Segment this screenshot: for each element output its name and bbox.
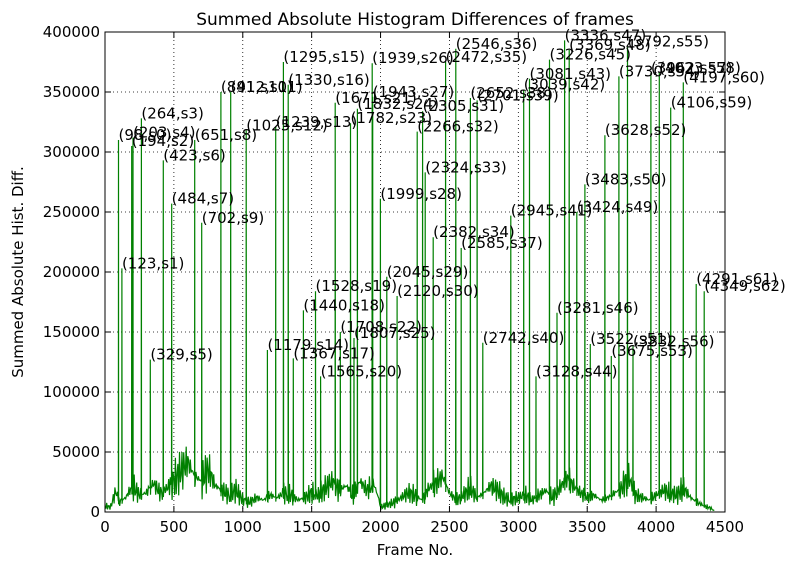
peak-label: (484,s7) [172,190,234,208]
peak-label: (3483,s50) [585,170,667,188]
x-tick-label: 1500 [293,518,331,536]
peak-label: (1832,s24) [357,95,439,113]
y-axis-label: Summed Absolute Hist. Diff. [9,166,27,378]
peak-label: (1528,s19) [316,277,398,295]
y-tick-label: 150000 [43,323,100,341]
series-line [104,40,715,512]
peak-label: (4291,s61) [696,270,778,288]
x-tick-label: 3500 [568,518,606,536]
peak-label: (3226,s45) [549,46,631,64]
x-tick-label: 500 [160,518,189,536]
peak-label: (2546,s36) [456,35,538,53]
y-tick-label: 0 [90,503,100,521]
peak-label: (4106,s59) [671,94,753,112]
peak-label: (2701,s39) [477,86,559,104]
peak-label: (423,s6) [163,146,225,164]
peak-label: (1367,s17) [293,344,375,362]
x-tick-label: 0 [100,518,110,536]
peak-label: (1025,s12) [246,116,328,134]
y-tick-label: 200000 [43,263,100,281]
peak-label: (98,s0) [119,126,172,144]
peak-label: (2120,s30) [397,282,479,300]
x-axis-label: Frame No. [377,541,453,559]
x-tick-label: 3000 [499,518,537,536]
peak-label: (4197,s60) [683,68,765,86]
peak-label: (702,s9) [202,209,264,227]
peak-label: (2382,s34) [433,223,515,241]
peak-label: (2045,s29) [387,263,469,281]
y-tick-label: 50000 [52,443,100,461]
peak-label: (3628,s52) [605,121,687,139]
peak-label: (3832,s56) [633,332,715,350]
peak-label: (1295,s15) [283,48,365,66]
peak-label: (3675,s53) [611,342,693,360]
peak-label: (651,s8) [195,126,257,144]
peak-label: (1671,s21) [335,89,417,107]
peak-label: (1943,s27) [373,83,455,101]
peak-label: (2652,s38) [470,84,552,102]
peak-label: (841,s10) [221,78,293,96]
peak-label: (3522,s51) [590,330,672,348]
peak-label: (1440,s18) [303,296,385,314]
y-tick-label: 100000 [43,383,100,401]
peak-label: (1807,s25) [354,324,436,342]
peak-label: (2305,s31) [423,97,505,115]
peak-label: (1239,s13) [276,113,358,131]
peak-label: (203,s4) [133,124,195,142]
x-tick-label: 4000 [637,518,675,536]
peak-label: (2324,s33) [425,158,507,176]
x-tick-label: 1000 [224,518,262,536]
chart-title: Summed Absolute Histogram Differences of… [196,10,634,30]
peak-label: (1330,s16) [288,71,370,89]
peak-label: (329,s5) [150,346,212,364]
y-tick-label: 350000 [43,83,100,101]
peak-label: (3039,s42) [524,76,606,94]
y-tick-label: 250000 [43,203,100,221]
peak-label: (1999,s28) [380,185,462,203]
peak-label: (3730,s54) [619,62,701,80]
peak-label: (3281,s46) [557,299,639,317]
x-tick-label: 4500 [706,518,744,536]
y-tick-label: 400000 [43,23,100,41]
peak-label: (3369,s48) [569,36,651,54]
peak-label: (194,s2) [132,132,194,150]
peak-label: (3128,s44) [536,362,618,380]
x-tick-label: 2000 [361,518,399,536]
peak-label: (2585,s37) [461,234,543,252]
peak-label: (2472,s35) [446,48,528,66]
peak-label: (3962,s57) [651,59,733,77]
peak-label: (3336,s47) [565,26,647,44]
peak-label: (2742,s40) [483,329,565,347]
peak-label: (4023,s58) [659,59,741,77]
peak-label: (912,s11) [231,78,303,96]
peak-label: (2266,s32) [417,118,499,136]
peak-label: (3424,s49) [577,198,659,216]
peak-label: (1179,s14) [267,336,349,354]
peak-label: (3792,s55) [627,32,709,50]
series-line-group [104,40,715,512]
peak-label: (1708,s22) [340,318,422,336]
axis-ticks: 0 500 1000 1500 2000 2500 3000 3500 4000 4500 0 500… [43,23,744,536]
peak-label: (264,s3) [141,104,203,122]
peak-label: (4349,s62) [704,277,786,295]
peak-label: (1782,s23) [351,109,433,127]
peak-label: (2945,s41) [511,202,593,220]
peak-label: (1565,s20) [321,362,403,380]
peak-annotations: (98,s0) (123,s1) (194,s2)(203,s4) (264,s3) (… [119,26,786,380]
peak-label: (3081,s43) [529,65,611,83]
peak-label: (123,s1) [122,254,184,272]
y-tick-label: 300000 [43,143,100,161]
peak-label: (1939,s26) [372,49,454,67]
x-tick-label: 2500 [430,518,468,536]
